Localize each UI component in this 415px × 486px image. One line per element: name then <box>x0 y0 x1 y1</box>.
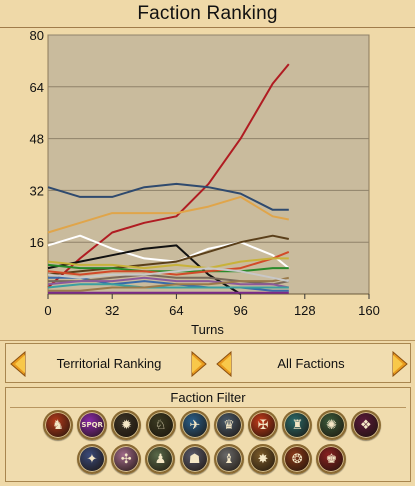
x-tick-label: 96 <box>233 303 247 318</box>
plot-area <box>47 34 370 295</box>
faction-emblem-1-icon[interactable]: ♞ <box>43 410 73 440</box>
faction-emblem-14-icon[interactable]: ☗ <box>179 444 210 474</box>
page-title: Faction Ranking <box>137 3 278 24</box>
series-line-2 <box>47 182 289 211</box>
faction-emblem-16-icon[interactable]: ✸ <box>248 444 278 474</box>
faction-emblem-18-icon[interactable]: ♚ <box>316 444 347 474</box>
faction-emblem-5-icon[interactable]: ✈ <box>179 410 210 440</box>
series-line-11 <box>48 273 289 286</box>
series-line-3 <box>47 195 289 234</box>
title-divider <box>0 27 415 28</box>
x-tick-label: 0 <box>44 303 51 318</box>
faction-emblem-13-icon[interactable]: ♟ <box>145 444 176 474</box>
y-tick-label: 80 <box>30 28 44 43</box>
y-tick-label: 48 <box>30 132 44 147</box>
faction-prev-arrow-icon[interactable] <box>216 351 232 377</box>
faction-filter-divider <box>10 407 406 408</box>
faction-emblem-6-icon[interactable]: ♛ <box>214 410 244 440</box>
faction-ranking-chart: 16 32 48 64 80 0 32 64 96 128 160 <box>30 28 380 318</box>
faction-next-arrow-icon[interactable] <box>392 351 408 377</box>
y-tick-label: 16 <box>30 235 44 250</box>
faction-filter-title: Faction Filter <box>170 390 246 405</box>
series-line-10 <box>47 257 289 270</box>
x-tick-label: 64 <box>169 303 183 318</box>
faction-emblem-12-icon[interactable]: ✣ <box>111 444 142 474</box>
y-tick-label: 32 <box>30 183 44 198</box>
ranking-selector-bar: Territorial Ranking All Factions <box>5 343 411 383</box>
faction-emblem-7-icon[interactable]: ✠ <box>248 410 279 440</box>
x-axis-label: Turns <box>191 322 224 337</box>
series-line-5 <box>47 244 242 295</box>
faction-emblem-3-icon[interactable]: ✹ <box>111 410 142 440</box>
faction-emblem-15-icon[interactable]: ♝ <box>213 444 244 474</box>
faction-emblem-11-icon[interactable]: ✦ <box>77 444 107 474</box>
faction-emblem-10-icon[interactable]: ❖ <box>350 410 381 440</box>
faction-emblem-9-icon[interactable]: ✺ <box>316 410 347 440</box>
faction-emblem-17-icon[interactable]: ❂ <box>282 444 313 474</box>
faction-emblem-4-icon[interactable]: ♘ <box>145 410 176 440</box>
series-line-15 <box>47 267 290 283</box>
title-bar: Faction Ranking <box>0 0 415 28</box>
section-divider <box>0 340 415 341</box>
faction-emblem-spqr-icon[interactable]: SPQR <box>77 410 108 440</box>
x-tick-label: 160 <box>358 303 380 318</box>
faction-filter-panel: Faction Filter ♞ SPQR ✹ ♘ ✈ ♛ ✠ ♜ ✺ ❖ ✦ ✣ ♟ ☗ ♝ ✸ ❂ ♚ <box>5 387 411 482</box>
series-line-8 <box>47 250 290 276</box>
y-tick-label: 64 <box>30 80 44 95</box>
faction-emblem-8-icon[interactable]: ♜ <box>282 410 313 440</box>
faction-scope-label: All Factions <box>277 356 345 371</box>
series-line-6 <box>47 234 290 276</box>
series-line-1 <box>47 63 290 289</box>
series-line-13 <box>47 283 289 289</box>
x-tick-label: 128 <box>294 303 316 318</box>
ranking-type-label: Territorial Ranking <box>56 356 162 371</box>
series-line-12 <box>47 276 289 289</box>
series-line-14 <box>48 276 290 292</box>
x-tick-label: 32 <box>105 303 119 318</box>
ranking-prev-arrow-icon[interactable] <box>10 351 26 377</box>
ranking-next-arrow-icon[interactable] <box>191 351 207 377</box>
